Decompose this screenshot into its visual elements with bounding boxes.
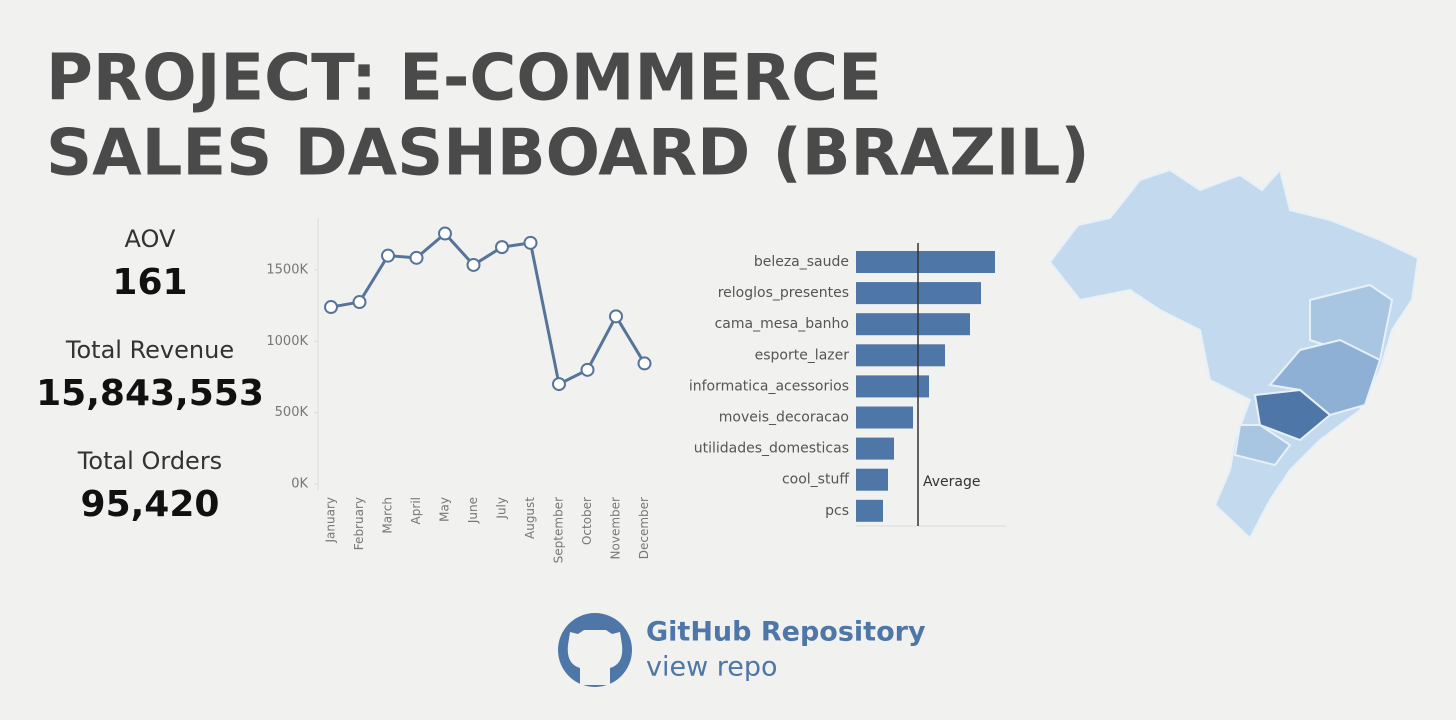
x-tick-label: April xyxy=(409,497,423,524)
x-tick-label: January xyxy=(324,497,338,544)
map-region xyxy=(1233,424,1292,467)
line-point xyxy=(438,226,452,241)
bar-label: pcs xyxy=(825,503,849,519)
line-point xyxy=(523,235,538,250)
reference-label: Average xyxy=(923,474,981,490)
bar-label: moveis_decoracao xyxy=(719,410,849,426)
line-point xyxy=(409,250,424,265)
x-tick-label: May xyxy=(438,497,452,522)
bar xyxy=(856,313,970,336)
kpi-value: 95,420 xyxy=(81,484,220,525)
bar-label: esporte_lazer xyxy=(755,347,850,363)
line-point xyxy=(637,356,652,371)
x-tick-label: September xyxy=(552,497,566,563)
bar xyxy=(856,406,913,429)
y-tick-label: 1000K xyxy=(266,334,308,349)
line-point xyxy=(609,309,623,324)
y-tick-label: 500K xyxy=(275,405,309,420)
brazil-map xyxy=(1048,167,1420,540)
line-point xyxy=(580,362,595,377)
bar-label: informatica_acessorios xyxy=(689,378,849,394)
bar xyxy=(856,344,945,367)
line-series xyxy=(330,231,646,387)
x-tick-label: November xyxy=(609,497,623,559)
x-tick-label: February xyxy=(352,497,366,550)
bar xyxy=(856,251,995,273)
bar xyxy=(856,375,929,398)
y-tick-label: 0K xyxy=(291,477,308,492)
bar-label: cool_stuff xyxy=(782,472,849,488)
kpi-label: AOV xyxy=(125,225,176,253)
x-tick-label: August xyxy=(523,497,537,539)
x-tick-label: October xyxy=(580,497,594,545)
bar-label: reloglos_presentes xyxy=(718,285,849,301)
bar-label: cama_mesa_banho xyxy=(715,316,849,332)
bar-label: beleza_saude xyxy=(754,254,849,270)
bar xyxy=(856,437,894,460)
x-tick-label: June xyxy=(466,497,480,524)
kpi-value: 15,843,553 xyxy=(36,373,264,414)
kpi-label: Total Orders xyxy=(77,447,222,475)
line-point xyxy=(495,240,509,255)
map-region xyxy=(1268,338,1382,417)
github-cat xyxy=(567,630,623,685)
line-point xyxy=(466,257,481,272)
y-tick-label: 1500K xyxy=(266,262,308,277)
bar xyxy=(856,468,888,491)
line-point xyxy=(352,295,367,310)
x-tick-label: March xyxy=(381,497,395,534)
link-subtitle[interactable]: view repo xyxy=(646,652,778,683)
title-line: SALES DASHBOARD (BRAZIL) xyxy=(46,117,1090,191)
github-link[interactable]: GitHub Repository view repo xyxy=(558,613,926,687)
bar xyxy=(856,499,883,522)
bar-label: utilidades_domesticas xyxy=(694,441,849,457)
x-tick-label: July xyxy=(495,497,509,520)
line-point xyxy=(324,300,338,315)
line-point xyxy=(552,377,566,392)
link-title[interactable]: GitHub Repository xyxy=(646,617,926,648)
map-region xyxy=(1253,388,1332,442)
title-line: PROJECT: E-COMMERCE xyxy=(46,42,882,116)
kpi-value: 161 xyxy=(112,262,187,303)
map-region xyxy=(1048,167,1420,540)
line-point xyxy=(381,248,395,263)
kpi-label: Total Revenue xyxy=(65,336,234,364)
x-tick-label: December xyxy=(637,497,651,559)
